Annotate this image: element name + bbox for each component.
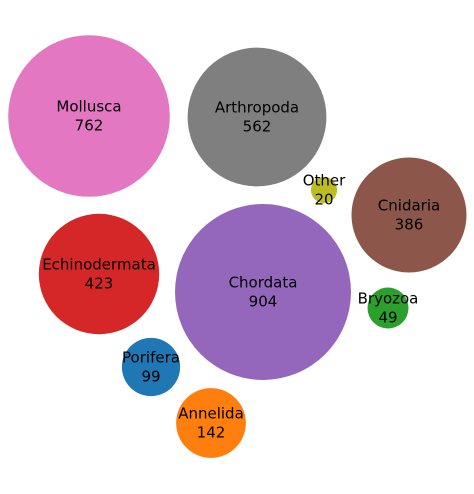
- bubble-label-mollusca: Mollusca: [56, 98, 121, 116]
- bubble-value-echinodermata: 423: [85, 275, 114, 293]
- bubble-label-bryozoa: Bryozoa: [358, 290, 419, 308]
- bubble-value-porifera: 99: [141, 368, 160, 386]
- bubble-circle-porifera: [121, 337, 181, 397]
- bubble-value-chordata: 904: [249, 293, 278, 311]
- bubble-circle-cnidaria: [351, 157, 467, 273]
- bubble-value-annelida: 142: [197, 424, 226, 442]
- bubble-value-cnidaria: 386: [395, 216, 424, 234]
- bubble-label-porifera: Porifera: [122, 349, 180, 367]
- bubble-label-echinodermata: Echinodermata: [42, 256, 156, 274]
- bubble-value-arthropoda: 562: [243, 118, 272, 136]
- bubble-label-cnidaria: Cnidaria: [378, 197, 440, 215]
- bubble-circle-annelida: [176, 388, 246, 458]
- bubble-circle-bryozoa: [367, 287, 409, 329]
- bubble-circle-chordata: [175, 204, 351, 380]
- bubble-value-other: 20: [314, 191, 333, 209]
- bubble-label-other: Other: [303, 172, 346, 190]
- bubble-circle-arthropoda: [187, 47, 327, 187]
- bubble-circle-mollusca: [8, 35, 170, 197]
- bubble-circle-other: [310, 176, 338, 204]
- bubble-value-bryozoa: 49: [378, 309, 397, 327]
- bubble-label-annelida: Annelida: [178, 405, 244, 423]
- bubble-circle-echinodermata: [38, 213, 160, 335]
- bubble-label-arthropoda: Arthropoda: [215, 99, 299, 117]
- bubble-value-mollusca: 762: [75, 117, 104, 135]
- bubble-label-chordata: Chordata: [229, 274, 298, 292]
